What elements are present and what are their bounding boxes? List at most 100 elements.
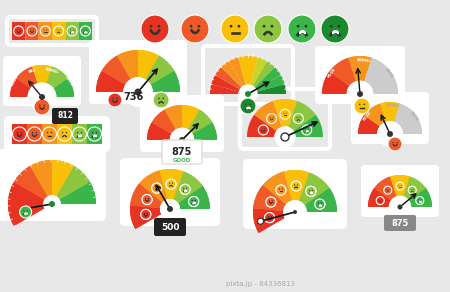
Polygon shape xyxy=(229,57,246,86)
Circle shape xyxy=(169,183,170,184)
Polygon shape xyxy=(238,56,248,85)
Circle shape xyxy=(377,121,403,147)
Circle shape xyxy=(27,83,56,112)
Circle shape xyxy=(172,183,173,184)
Polygon shape xyxy=(404,177,426,200)
Circle shape xyxy=(42,127,57,141)
Circle shape xyxy=(240,98,256,114)
Circle shape xyxy=(293,114,303,124)
Circle shape xyxy=(27,127,41,141)
FancyBboxPatch shape xyxy=(162,140,202,164)
Circle shape xyxy=(283,200,307,224)
Circle shape xyxy=(87,127,102,141)
Polygon shape xyxy=(152,110,176,134)
Circle shape xyxy=(280,109,290,119)
Polygon shape xyxy=(253,208,285,233)
Circle shape xyxy=(34,99,50,115)
Circle shape xyxy=(158,25,160,28)
Polygon shape xyxy=(368,188,391,207)
Polygon shape xyxy=(251,57,267,86)
Circle shape xyxy=(270,25,273,28)
Circle shape xyxy=(141,209,151,219)
Circle shape xyxy=(312,190,313,191)
Circle shape xyxy=(245,91,251,97)
Polygon shape xyxy=(145,56,174,85)
Circle shape xyxy=(108,93,122,107)
Circle shape xyxy=(384,186,392,194)
Polygon shape xyxy=(117,50,138,79)
Polygon shape xyxy=(147,123,171,140)
FancyBboxPatch shape xyxy=(42,124,57,144)
Polygon shape xyxy=(263,171,292,204)
Text: 875: 875 xyxy=(172,147,192,157)
Polygon shape xyxy=(293,115,323,137)
Circle shape xyxy=(321,203,322,204)
Polygon shape xyxy=(284,170,309,201)
Circle shape xyxy=(73,29,74,30)
Polygon shape xyxy=(182,105,199,129)
Polygon shape xyxy=(160,169,184,200)
Circle shape xyxy=(141,209,151,219)
Circle shape xyxy=(153,92,169,108)
Circle shape xyxy=(230,25,233,28)
Circle shape xyxy=(92,132,93,133)
FancyBboxPatch shape xyxy=(384,215,416,231)
Circle shape xyxy=(49,201,55,207)
Circle shape xyxy=(274,126,296,148)
Circle shape xyxy=(32,132,33,133)
Circle shape xyxy=(58,127,72,141)
Circle shape xyxy=(166,179,176,189)
Circle shape xyxy=(357,91,363,97)
Circle shape xyxy=(376,197,384,205)
Circle shape xyxy=(270,216,271,217)
Text: NORMAL: NORMAL xyxy=(44,67,59,75)
Circle shape xyxy=(20,206,32,218)
Circle shape xyxy=(145,198,146,199)
Circle shape xyxy=(70,29,71,30)
Polygon shape xyxy=(215,67,241,89)
Circle shape xyxy=(160,199,180,219)
Polygon shape xyxy=(299,173,329,205)
Polygon shape xyxy=(257,84,286,94)
Text: BAD: BAD xyxy=(28,68,37,74)
Circle shape xyxy=(160,199,180,219)
Circle shape xyxy=(148,198,149,199)
Circle shape xyxy=(169,183,170,184)
Circle shape xyxy=(192,200,193,201)
Polygon shape xyxy=(52,160,74,197)
Circle shape xyxy=(40,26,50,36)
Circle shape xyxy=(54,26,63,36)
Polygon shape xyxy=(8,204,45,226)
Circle shape xyxy=(264,128,265,129)
Circle shape xyxy=(123,77,153,107)
Polygon shape xyxy=(368,188,391,207)
Circle shape xyxy=(51,132,52,133)
Polygon shape xyxy=(322,72,349,94)
FancyBboxPatch shape xyxy=(72,124,87,144)
Polygon shape xyxy=(371,72,398,94)
Circle shape xyxy=(57,29,58,30)
Circle shape xyxy=(43,195,61,213)
Polygon shape xyxy=(14,166,48,200)
Polygon shape xyxy=(409,188,432,207)
Circle shape xyxy=(330,25,333,28)
Circle shape xyxy=(270,117,271,118)
Polygon shape xyxy=(96,71,125,92)
FancyBboxPatch shape xyxy=(65,22,79,40)
Circle shape xyxy=(266,197,276,207)
Circle shape xyxy=(181,15,209,43)
Polygon shape xyxy=(14,166,48,200)
Circle shape xyxy=(180,184,190,194)
Polygon shape xyxy=(390,175,410,196)
Polygon shape xyxy=(59,182,96,204)
Polygon shape xyxy=(288,101,316,131)
Polygon shape xyxy=(284,170,309,201)
Circle shape xyxy=(297,25,300,28)
Text: NORMAL: NORMAL xyxy=(386,103,400,108)
Polygon shape xyxy=(364,58,391,86)
Text: 500: 500 xyxy=(161,223,179,232)
Polygon shape xyxy=(46,67,68,88)
Circle shape xyxy=(170,128,194,152)
Circle shape xyxy=(276,185,286,195)
Circle shape xyxy=(321,15,349,43)
